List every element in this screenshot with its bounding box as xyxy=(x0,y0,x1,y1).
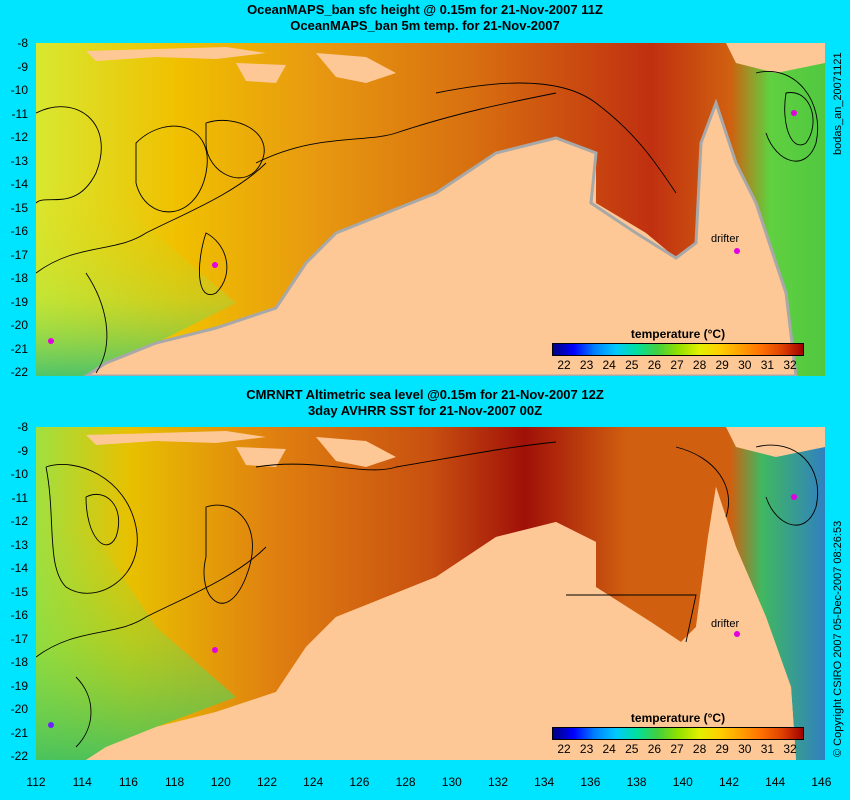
bottom-legend-ticks: 22 23 24 25 26 27 28 29 30 31 32 xyxy=(552,742,804,756)
top-legend-title: temperature (°C) xyxy=(630,327,726,341)
top-island-1 xyxy=(86,47,266,61)
bottom-australia-land xyxy=(86,487,796,760)
y-tick-label: -13 xyxy=(10,153,28,168)
y-tick-label: -12 xyxy=(10,514,28,528)
x-tick-label: 136 xyxy=(580,775,601,789)
legend-tick-label: 25 xyxy=(625,742,639,756)
legend-tick-label: 26 xyxy=(647,358,662,372)
x-tick-label: 118 xyxy=(165,775,185,789)
bottom-legend: temperature (°C) 22 23 24 25 26 27 28 29 30 31 32 xyxy=(552,711,804,760)
y-tick-label: -15 xyxy=(10,200,28,215)
y-tick-label: -22 xyxy=(10,749,28,763)
bottom-map-panel: drifter temperature (°C) 22 23 24 25 26 27 28 2… xyxy=(36,427,825,760)
y-tick-label: -18 xyxy=(10,271,28,285)
top-drifter-marker xyxy=(734,248,740,254)
top-australia-land xyxy=(83,98,798,376)
x-tick-label: 126 xyxy=(349,775,370,789)
legend-tick-label: 28 xyxy=(692,742,707,756)
bottom-drifter-label: drifter xyxy=(711,618,740,630)
legend-tick-label: 22 xyxy=(557,358,571,372)
y-tick-label: -16 xyxy=(10,224,28,238)
y-tick-label: -9 xyxy=(17,443,28,458)
y-tick-label: -16 xyxy=(10,608,28,622)
bottom-sea-area xyxy=(36,427,825,760)
legend-tick-label: 32 xyxy=(783,742,797,756)
y-tick-label: -20 xyxy=(10,318,28,332)
legend-tick-label: 30 xyxy=(738,358,752,372)
y-tick-label: -9 xyxy=(17,59,28,74)
legend-tick-label: 24 xyxy=(602,742,616,756)
legend-tick-label: 29 xyxy=(715,358,729,372)
x-tick-label: 140 xyxy=(672,775,693,789)
x-tick-label: 142 xyxy=(718,775,740,789)
x-tick-label: 112 xyxy=(26,775,46,789)
y-tick-label: -11 xyxy=(11,490,28,505)
legend-tick-label: 28 xyxy=(692,358,707,372)
bottom-title-line2: 3day AVHRR SST for 21-Nov-2007 00Z xyxy=(307,403,543,418)
x-tick-label: 130 xyxy=(441,775,462,789)
bottom-side-label: © Copyright CSIRO 2007 05-Dec-2007 08:26… xyxy=(832,520,844,757)
top-side-label: bodas_an_20071121 xyxy=(832,52,844,155)
legend-tick-label: 26 xyxy=(647,742,662,756)
legend-tick-label: 31 xyxy=(760,358,775,372)
x-tick-label: 144 xyxy=(765,775,786,789)
y-tick-label: -10 xyxy=(10,83,28,97)
top-png-land xyxy=(726,43,825,73)
y-tick-label: -8 xyxy=(17,420,28,434)
bottom-legend-title: temperature (°C) xyxy=(630,711,726,725)
y-tick-label: -14 xyxy=(10,561,28,575)
legend-tick-label: 32 xyxy=(783,358,797,372)
bottom-map-svg xyxy=(36,427,825,760)
y-tick-label: -14 xyxy=(10,177,28,191)
y-tick-label: -11 xyxy=(11,106,28,121)
top-sea-area xyxy=(36,43,825,376)
y-tick-label: -8 xyxy=(17,36,28,50)
y-tick-label: -15 xyxy=(10,584,28,599)
top-drifter-label: drifter xyxy=(711,233,740,245)
y-tick-label: -10 xyxy=(10,467,28,481)
legend-tick-label: 27 xyxy=(670,742,684,756)
top-island-3 xyxy=(236,63,286,83)
y-tick-label: -12 xyxy=(10,130,28,144)
y-tick-label: -20 xyxy=(10,702,28,716)
legend-tick-label: 25 xyxy=(625,358,639,372)
x-tick-label: 116 xyxy=(118,775,138,789)
y-tick-label: -22 xyxy=(10,365,28,379)
bottom-title-line1: CMRNRT Altimetric sea level @0.15m for 2… xyxy=(246,387,604,402)
top-map-panel: drifter temperature (°C) 22 23 24 25 26 27 28 2… xyxy=(36,43,825,376)
x-tick-label: 134 xyxy=(534,775,555,789)
y-tick-label: -17 xyxy=(10,631,28,646)
legend-tick-label: 23 xyxy=(579,742,594,756)
top-legend: temperature (°C) 22 23 24 25 26 27 28 29 30 31 32 xyxy=(552,327,804,376)
top-title-line1: OceanMAPS_ban sfc height @ 0.15m for 21-… xyxy=(247,2,603,17)
bottom-legend-colorbar xyxy=(552,727,804,740)
legend-tick-label: 24 xyxy=(602,358,616,372)
x-tick-label: 124 xyxy=(303,775,324,789)
x-tick-label: 146 xyxy=(811,775,832,789)
x-tick-label: 114 xyxy=(72,775,92,789)
y-tick-label: -21 xyxy=(10,341,28,356)
x-tick-label: 132 xyxy=(487,775,509,789)
y-tick-label: -19 xyxy=(10,294,28,309)
top-title-line2: OceanMAPS_ban 5m temp. for 21-Nov-2007 xyxy=(290,18,560,33)
y-tick-label: -13 xyxy=(10,537,28,552)
x-tick-label: 122 xyxy=(256,775,278,789)
legend-tick-label: 31 xyxy=(760,742,775,756)
top-map-svg xyxy=(36,43,825,376)
legend-tick-label: 29 xyxy=(715,742,729,756)
top-island-2 xyxy=(316,53,396,83)
top-legend-colorbar xyxy=(552,343,804,356)
x-tick-label: 138 xyxy=(626,775,647,789)
x-tick-label: 128 xyxy=(395,775,416,789)
legend-tick-label: 23 xyxy=(579,358,594,372)
y-tick-label: -21 xyxy=(10,725,28,740)
legend-tick-label: 27 xyxy=(670,358,684,372)
y-tick-label: -18 xyxy=(10,655,28,669)
legend-tick-label: 22 xyxy=(557,742,571,756)
legend-tick-label: 30 xyxy=(738,742,752,756)
x-tick-label: 120 xyxy=(210,775,231,789)
top-legend-ticks: 22 23 24 25 26 27 28 29 30 31 32 xyxy=(552,358,804,372)
y-tick-label: -19 xyxy=(10,678,28,693)
y-tick-label: -17 xyxy=(10,247,28,262)
